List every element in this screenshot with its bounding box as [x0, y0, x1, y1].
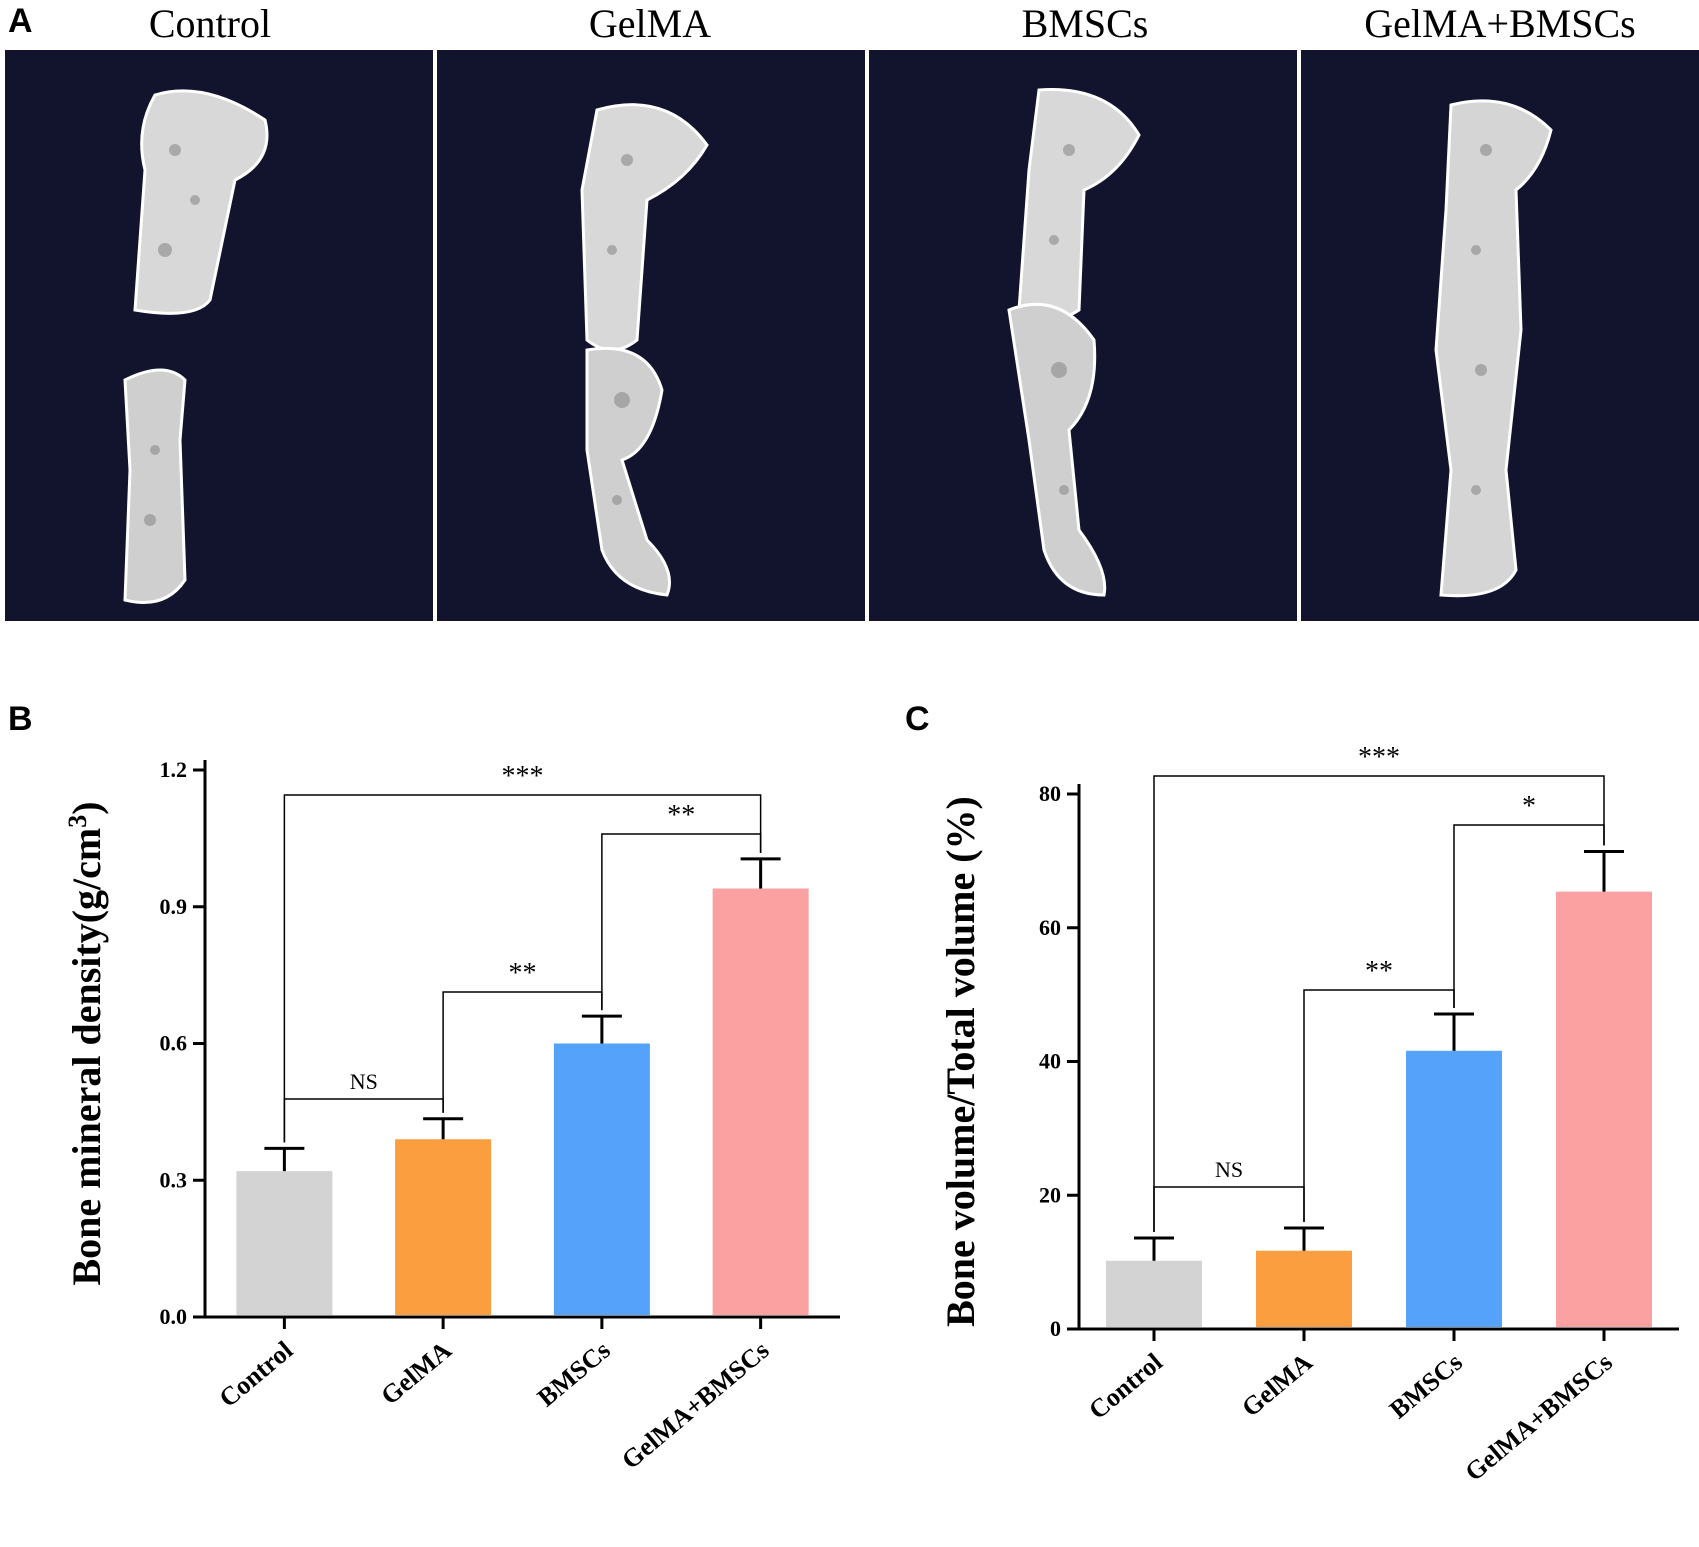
significance-label: NS	[1215, 1157, 1243, 1182]
bar-chart-bone-mineral-density: 0.0 0.3 0.6 0.9 1.2 Bone mineral density(g/cm…	[63, 757, 840, 1475]
bone-render-gelma-bmscs	[1434, 99, 1553, 598]
y-tick-label: 40	[1039, 1049, 1061, 1074]
y-tick-label: 0.0	[160, 1304, 188, 1329]
column-title-gelma-bmscs: GelMA+BMSCs	[1364, 1, 1636, 46]
column-title-gelma: GelMA	[588, 1, 712, 46]
x-tick-label: BMSCs	[1384, 1347, 1468, 1424]
x-tick-label: GelMA	[375, 1335, 457, 1410]
y-tick-label: 60	[1039, 915, 1061, 940]
y-tick-label: 1.2	[160, 757, 188, 782]
significance-label: ***	[502, 761, 544, 792]
column-title-control: Control	[148, 1, 272, 46]
y-tick-label: 80	[1039, 781, 1061, 806]
y-tick-label: 0.9	[160, 894, 188, 919]
y-axis-label: Bone volume/Total volume (%)	[938, 796, 983, 1327]
significance-label: **	[1365, 956, 1393, 987]
x-tick-label: BMSCs	[532, 1335, 616, 1412]
significance-bracket	[283, 1098, 444, 1143]
bone-render-control	[123, 89, 269, 604]
panel-a-letter: A	[8, 2, 33, 40]
significance-label: *	[1522, 791, 1536, 822]
bar-gelma-bmscs	[712, 888, 809, 1315]
bone-render-gelma	[580, 103, 709, 597]
bar-chart-bone-volume-fraction: 0 20 40 60 80 Bone volume/Total volume (%) Con…	[938, 742, 1679, 1487]
panel-b-letter: B	[8, 700, 33, 738]
y-axis-label: Bone mineral density(g/cm3)	[63, 801, 110, 1285]
significance-bracket	[283, 794, 762, 1143]
microct-image-gelma-bmscs	[1301, 50, 1699, 621]
microct-image-bmscs	[869, 50, 1297, 621]
bar-gelma	[1256, 1250, 1352, 1327]
significance-label: NS	[350, 1069, 378, 1094]
x-tick-label: Control	[214, 1335, 299, 1413]
bar-control	[1106, 1260, 1202, 1327]
x-tick-label: GelMA+BMSCs	[616, 1335, 774, 1474]
significance-label: ***	[1358, 742, 1400, 773]
bar-bmscs	[1406, 1050, 1502, 1327]
x-tick-label: GelMA	[1236, 1347, 1318, 1422]
significance-label: **	[509, 958, 537, 989]
microct-image-gelma	[437, 50, 865, 621]
y-tick-label: 20	[1039, 1182, 1061, 1207]
bone-render-bmscs	[1007, 88, 1141, 597]
y-tick-label: 0.6	[160, 1031, 188, 1056]
bar-gelma	[395, 1139, 492, 1315]
y-tick-label: 0.3	[160, 1167, 188, 1192]
significance-bracket	[1153, 775, 1605, 1233]
significance-bracket	[1153, 1186, 1305, 1233]
y-tick-label: 0	[1050, 1316, 1061, 1341]
bar-bmscs	[553, 1043, 650, 1315]
microct-image-control	[5, 50, 433, 621]
x-tick-label: Control	[1083, 1347, 1168, 1425]
column-title-bmscs: BMSCs	[1021, 1, 1149, 46]
bar-gelma-bmscs	[1556, 891, 1652, 1327]
significance-label: **	[667, 800, 695, 831]
panel-c-letter: C	[905, 700, 930, 738]
bar-control	[236, 1171, 333, 1315]
x-tick-label: GelMA+BMSCs	[1460, 1347, 1618, 1486]
